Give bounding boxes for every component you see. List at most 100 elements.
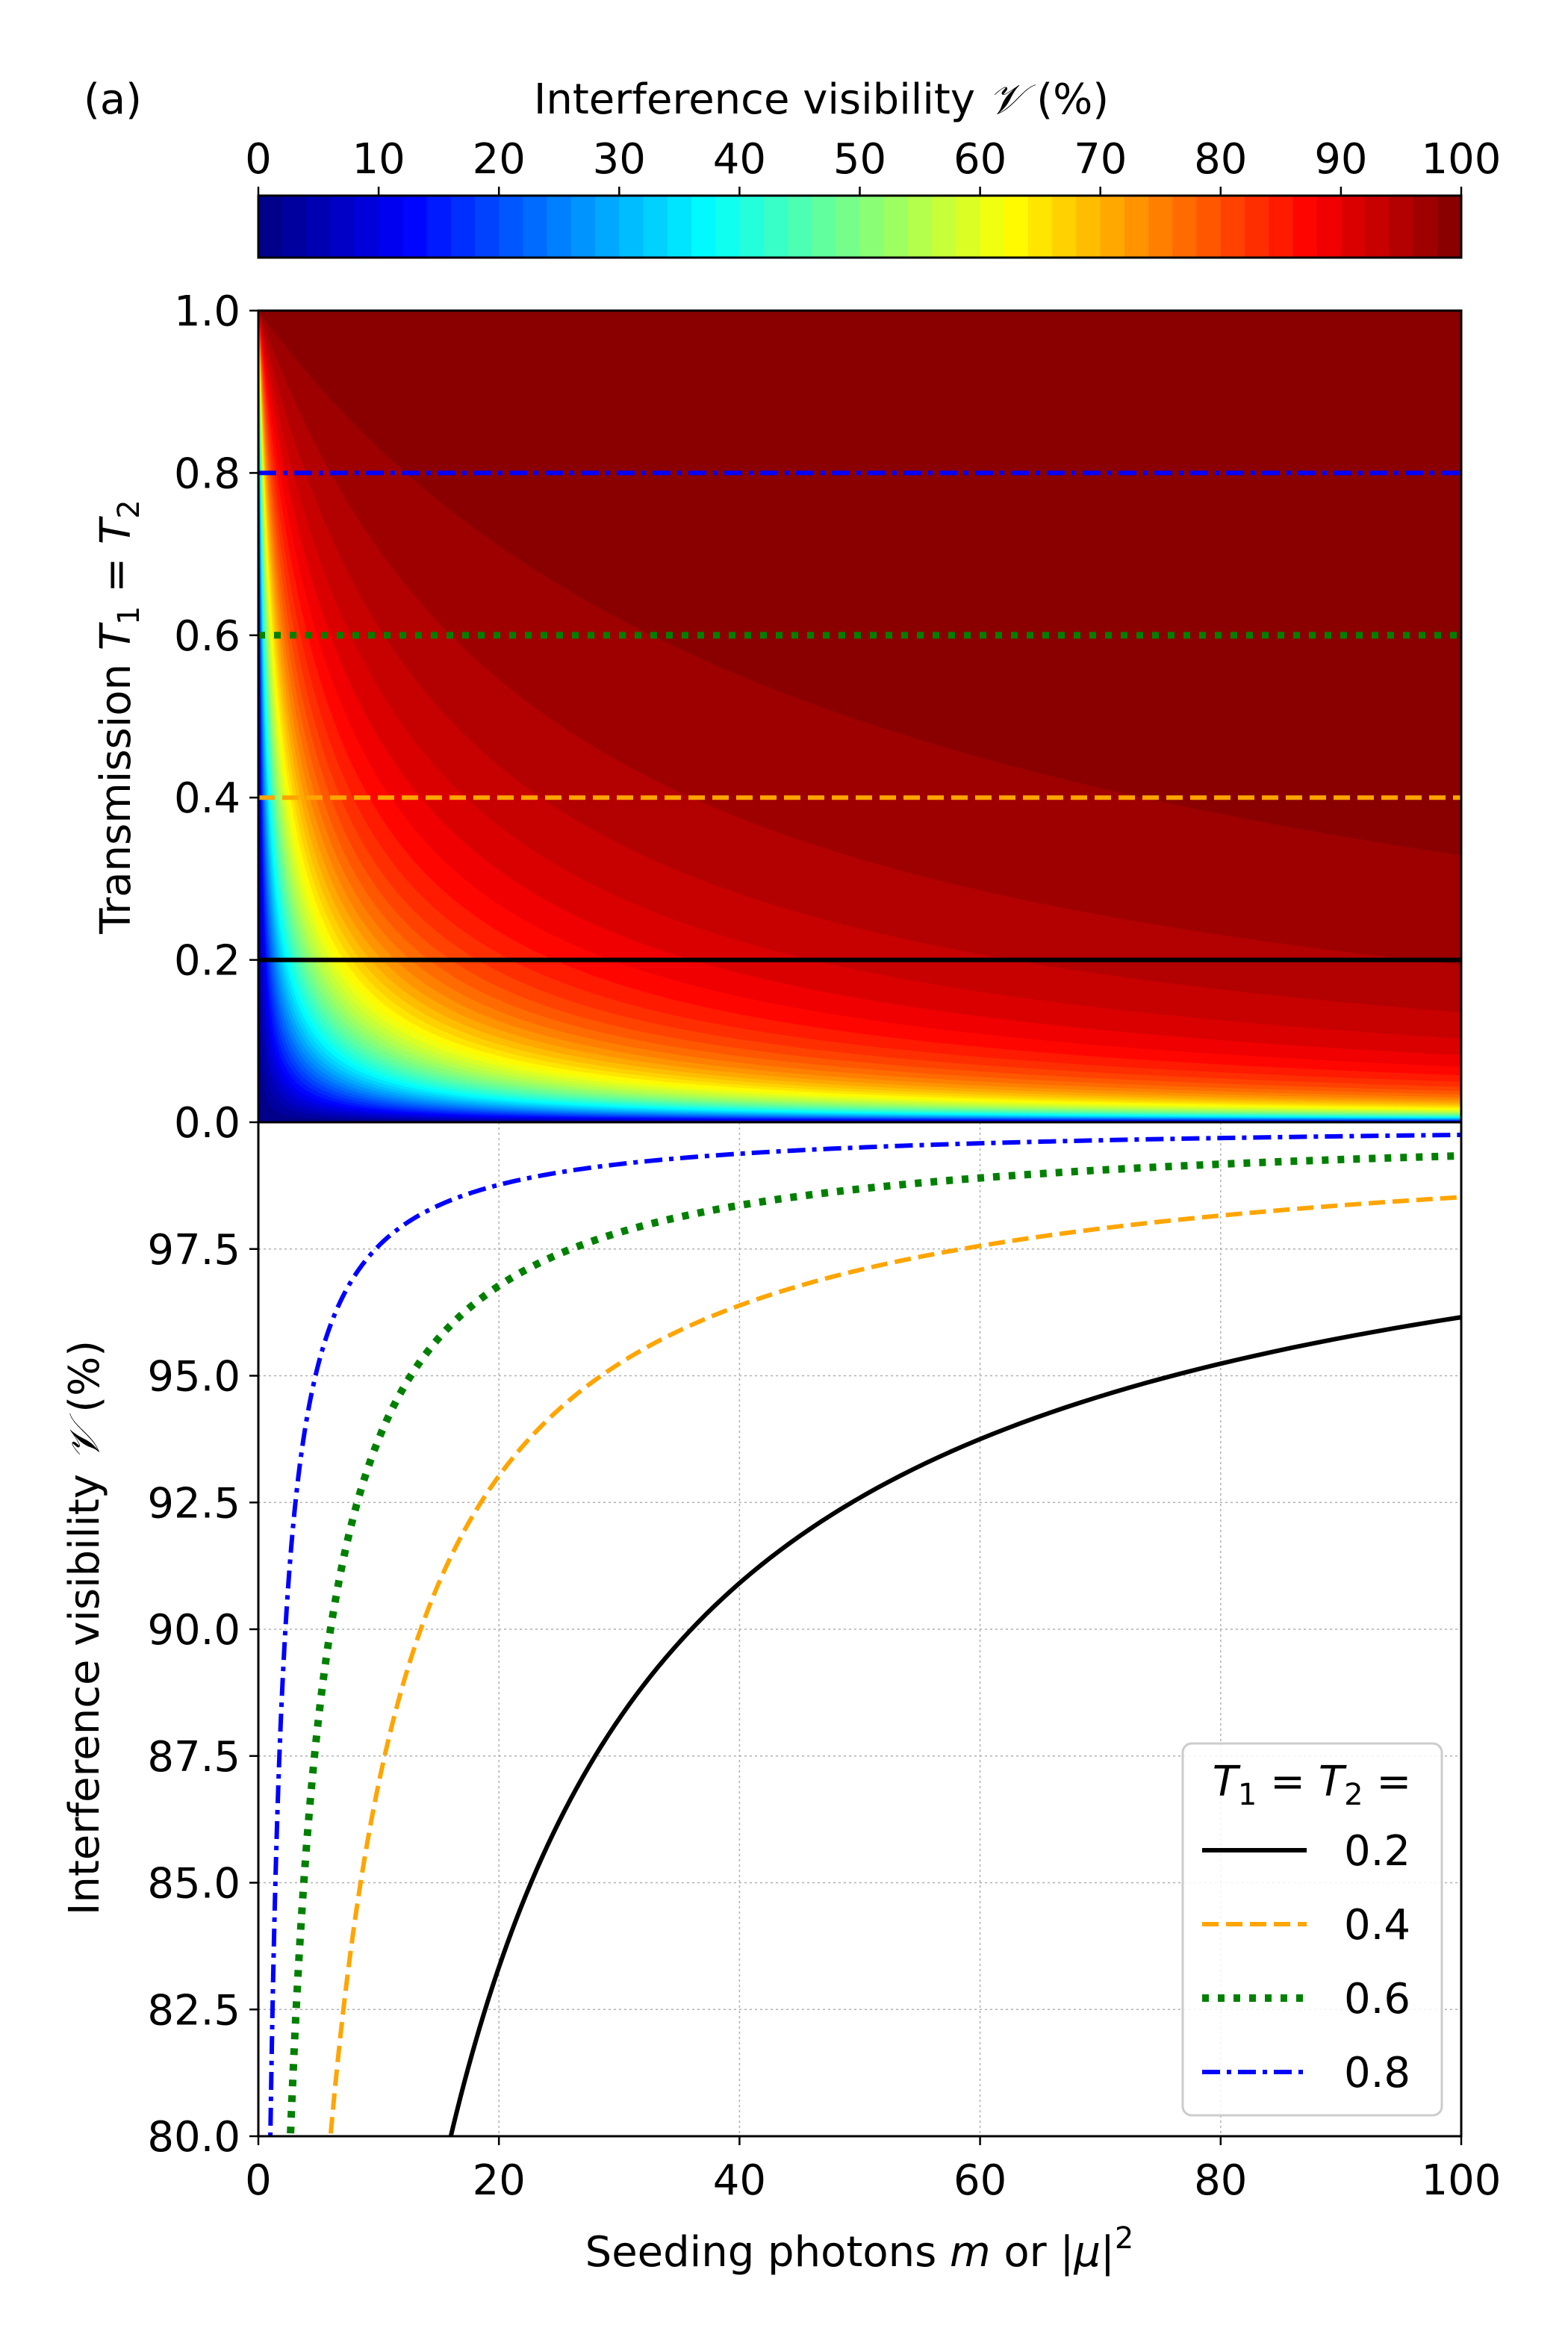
colorbar-cell bbox=[1292, 196, 1318, 258]
colorbar-cell bbox=[1052, 196, 1077, 258]
heatmap-ylabel-sub1: 1 bbox=[112, 606, 146, 624]
heatmap-band bbox=[258, 311, 1461, 856]
colorbar-cell bbox=[1100, 196, 1125, 258]
colorbar-tick-label: 70 bbox=[1074, 135, 1127, 184]
colorbar-cell bbox=[691, 196, 716, 258]
line-ytick-label: 95.0 bbox=[147, 1353, 240, 1401]
colorbar-cell bbox=[932, 196, 956, 258]
colorbar-cell bbox=[450, 196, 476, 258]
colorbar bbox=[258, 196, 1462, 258]
line-ytick-label: 92.5 bbox=[147, 1479, 240, 1528]
colorbar-cell bbox=[570, 196, 596, 258]
legend-frame bbox=[1181, 1742, 1443, 2117]
legend-label-0.2: 0.2 bbox=[1344, 1827, 1410, 1876]
colorbar-tick-label: 60 bbox=[953, 135, 1007, 184]
colorbar-cell bbox=[1148, 196, 1173, 258]
legend-label-0.6: 0.6 bbox=[1344, 1975, 1410, 2023]
colorbar-cell bbox=[547, 196, 572, 258]
series-line-0.8 bbox=[268, 1132, 1461, 2136]
colorbar-cell bbox=[643, 196, 668, 258]
line-grid bbox=[258, 1122, 1462, 2137]
colorbar-cell bbox=[739, 196, 765, 258]
line-xlabel: Seeding photons m or |μ|2 bbox=[585, 2221, 1134, 2277]
colorbar-tick-label: 20 bbox=[473, 135, 526, 184]
colorbar-label-unit: (%) bbox=[1023, 75, 1109, 124]
heatmap-bands bbox=[258, 311, 1461, 1122]
legend-title-eq: = bbox=[1257, 1758, 1319, 1806]
series-line-0.2 bbox=[448, 1315, 1461, 2136]
colorbar-cell bbox=[1028, 196, 1053, 258]
heatmap-ytick-label: 0.2 bbox=[174, 937, 240, 986]
line-xlabel-end: | bbox=[1101, 2228, 1115, 2277]
colorbar-cell bbox=[1004, 196, 1029, 258]
line-xtick-label: 100 bbox=[1422, 2156, 1502, 2205]
line-ylabel-text: Interference visibility bbox=[60, 1460, 109, 1915]
line-xlabel-mu: μ bbox=[1073, 2228, 1101, 2277]
legend-label-0.4: 0.4 bbox=[1344, 1901, 1410, 1950]
heatmap-ytick-label: 0.6 bbox=[174, 612, 240, 661]
heatmap-ylabel-eq: = bbox=[92, 544, 140, 606]
legend-title-sub2: 2 bbox=[1344, 1778, 1363, 1812]
colorbar-cell bbox=[354, 196, 379, 258]
line-xlabel-m: m bbox=[950, 2228, 991, 2277]
colorbar-cell bbox=[1172, 196, 1198, 258]
series-line-0.4 bbox=[328, 1195, 1461, 2136]
legend-title-sub1: 1 bbox=[1238, 1778, 1257, 1812]
colorbar-cell bbox=[474, 196, 500, 258]
colorbar-cell bbox=[883, 196, 909, 258]
colorbar-cell bbox=[1076, 196, 1101, 258]
colorbar-cell bbox=[836, 196, 861, 258]
colorbar-cell bbox=[859, 196, 885, 258]
colorbar-cell bbox=[1413, 196, 1438, 258]
colorbar-tick-label: 90 bbox=[1314, 135, 1367, 184]
line-xtick-label: 20 bbox=[473, 2156, 526, 2205]
colorbar-cell bbox=[1340, 196, 1366, 258]
heatmap-ylabel-text: Transmission bbox=[92, 650, 140, 935]
line-ytick-label: 82.5 bbox=[147, 1986, 240, 2035]
line-xtick-label: 40 bbox=[713, 2156, 766, 2205]
heatmap-ytick-label: 0.8 bbox=[174, 449, 240, 498]
colorbar-cell bbox=[1437, 196, 1462, 258]
legend-label-0.8: 0.8 bbox=[1344, 2049, 1410, 2097]
line-xlabel-mid: or | bbox=[991, 2228, 1074, 2277]
colorbar-cell bbox=[379, 196, 403, 258]
heatmap-ylabel-t1: T bbox=[92, 622, 140, 650]
line-ylabel-unit: (%) bbox=[60, 1340, 109, 1426]
colorbar-cell bbox=[1245, 196, 1269, 258]
colorbar-cell bbox=[763, 196, 788, 258]
line-xlabel-text: Seeding photons bbox=[585, 2228, 950, 2277]
line-ylabel: Interference visibility 𝒱 (%) bbox=[60, 1340, 109, 1915]
line-xlabel-sup: 2 bbox=[1115, 2221, 1133, 2256]
colorbar-cell bbox=[980, 196, 1005, 258]
colorbar-cell bbox=[907, 196, 933, 258]
legend-title-t2: T bbox=[1319, 1758, 1347, 1806]
colorbar-tick-label: 30 bbox=[593, 135, 646, 184]
heatmap-ytick-label: 1.0 bbox=[174, 287, 240, 336]
line-xtick-label: 0 bbox=[245, 2156, 272, 2205]
legend-title: T1 = T2 = bbox=[1213, 1758, 1412, 1812]
line-ytick-label: 87.5 bbox=[147, 1733, 240, 1782]
colorbar-cell bbox=[787, 196, 812, 258]
line-ytick-label: 85.0 bbox=[147, 1860, 240, 1908]
line-ytick-label: 90.0 bbox=[147, 1606, 240, 1655]
colorbar-cell bbox=[402, 196, 428, 258]
colorbar-ticks: 0 10 20 30 40 50 60 70 80 90 100 bbox=[245, 135, 1501, 196]
legend: T1 = T2 = 0.20.40.60.8 bbox=[1181, 1742, 1443, 2117]
line-y-ticks: 80.0 82.5 85.0 87.5 90.0 92.5 95.0 97.5 bbox=[147, 1226, 258, 2162]
heatmap-y-ticks: 0.0 0.2 0.4 0.6 0.8 1.0 bbox=[174, 287, 258, 1148]
colorbar-cell bbox=[523, 196, 548, 258]
line-series bbox=[268, 1132, 1461, 2136]
heatmap-ytick-label: 0.0 bbox=[174, 1099, 240, 1148]
colorbar-cell bbox=[619, 196, 644, 258]
panel-label: (a) bbox=[84, 75, 142, 124]
colorbar-cell bbox=[812, 196, 836, 258]
heatmap-reference-lines bbox=[258, 470, 1461, 962]
colorbar-cell bbox=[1389, 196, 1414, 258]
line-xtick-label: 80 bbox=[1194, 2156, 1247, 2205]
colorbar-cell bbox=[595, 196, 620, 258]
heatmap-ylabel-t2: T bbox=[92, 516, 140, 544]
series-line-0.6 bbox=[286, 1151, 1461, 2136]
colorbar-tick-label: 100 bbox=[1422, 135, 1502, 184]
colorbar-tick-label: 10 bbox=[352, 135, 405, 184]
